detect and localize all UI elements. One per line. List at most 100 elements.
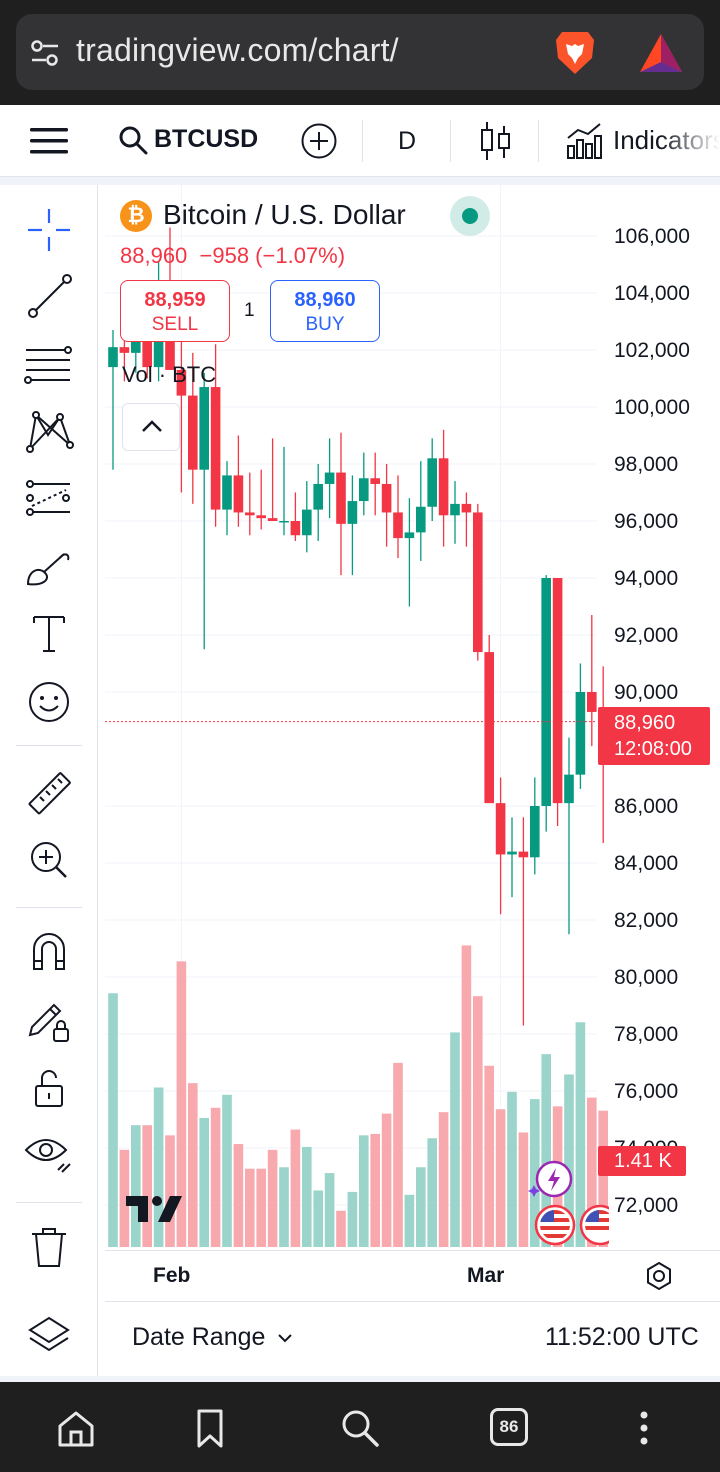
time-label-feb: Feb [153, 1264, 191, 1287]
candle-body [131, 341, 141, 353]
price-tick-label: 104,000 [614, 282, 690, 305]
volume-bar [461, 945, 472, 1247]
market-status-icon[interactable] [450, 196, 490, 236]
home-icon[interactable] [56, 1408, 96, 1448]
delete-icon[interactable] [22, 1220, 76, 1274]
candle-body [359, 478, 369, 502]
time-label-mar: Mar [467, 1264, 505, 1287]
price-tick-label: 100,000 [614, 396, 690, 419]
pattern-icon[interactable] [22, 405, 76, 459]
volume-bar [324, 1173, 335, 1247]
site-settings-icon[interactable] [30, 38, 60, 68]
volume-bar [359, 1135, 369, 1247]
chevron-down-icon[interactable] [276, 1331, 294, 1345]
price-tick-label: 72,000 [614, 1194, 678, 1217]
candle-body [404, 532, 415, 539]
interval-button[interactable]: D [398, 127, 417, 155]
buy-button[interactable]: 88,960 BUY [270, 280, 380, 342]
candle-body [210, 387, 221, 510]
us-flag-event-icon-2[interactable] [579, 1204, 609, 1246]
volume-bar [188, 1083, 198, 1247]
chart-toolbar [0, 105, 720, 177]
emoji-icon[interactable] [22, 675, 76, 729]
brave-rewards-icon[interactable] [636, 30, 686, 76]
price-tick-label: 86,000 [614, 795, 678, 818]
candle-body [450, 503, 460, 516]
sell-button[interactable]: 88,959 SELL [120, 280, 230, 342]
candle-body [347, 501, 358, 524]
price-tick-label: 78,000 [614, 1023, 678, 1046]
indicators-icon[interactable] [566, 122, 602, 160]
layers-icon[interactable] [22, 1308, 76, 1362]
price-tick-label: 102,000 [614, 339, 690, 362]
candle-body [199, 387, 209, 470]
zoom-in-icon[interactable] [22, 833, 76, 887]
menu-icon[interactable] [30, 127, 68, 155]
price-tick-label: 92,000 [614, 624, 678, 647]
crosshair-icon[interactable] [22, 203, 76, 257]
candle-body [438, 458, 449, 516]
search-icon[interactable] [340, 1408, 380, 1448]
volume-bar [450, 1032, 460, 1247]
volume-bar [518, 1132, 529, 1247]
volume-bar [564, 1074, 574, 1247]
candle-body [427, 458, 437, 507]
volume-legend[interactable]: Vol · BTC [122, 362, 217, 387]
price-tick-label: 84,000 [614, 852, 678, 875]
volume-bar [438, 1112, 449, 1247]
volume-bar [541, 1054, 551, 1247]
candle-body [108, 347, 118, 368]
brush-icon[interactable] [22, 540, 76, 594]
collapse-legend-button[interactable] [122, 403, 180, 451]
candle-body [507, 851, 517, 855]
chart-settings-icon[interactable] [644, 1261, 674, 1291]
tabs-button[interactable]: 86 [490, 1408, 528, 1446]
volume-bar [587, 1097, 597, 1247]
text-tool-icon[interactable] [22, 607, 76, 661]
candle-body [587, 692, 597, 712]
lightning-icon[interactable] [528, 1157, 576, 1203]
utc-clock[interactable]: 11:52:00 UTC [545, 1323, 699, 1351]
volume-bar [222, 1094, 232, 1247]
candle-body [518, 851, 529, 858]
candle-type-icon[interactable] [478, 120, 514, 162]
toolbar-gap [0, 177, 720, 185]
us-flag-event-icon[interactable] [534, 1204, 576, 1246]
ruler-icon[interactable] [22, 767, 76, 821]
forecast-icon[interactable] [22, 472, 76, 526]
chart-bottom-bar [105, 1301, 720, 1376]
volume-bar [153, 1087, 164, 1247]
visibility-icon[interactable] [22, 1128, 76, 1182]
candle-body [552, 578, 563, 804]
fib-retracement-icon[interactable] [22, 338, 76, 392]
buy-price: 88,960 [294, 289, 356, 311]
volume-value-label: 1.41 K [598, 1146, 686, 1176]
lock-drawings-icon[interactable] [22, 993, 76, 1047]
symbol-search-icon[interactable] [118, 125, 148, 155]
volume-bar [142, 1125, 152, 1247]
symbol-button[interactable]: BTCUSD [154, 125, 259, 153]
url-text[interactable]: tradingview.com/chart/ [76, 32, 399, 68]
symbol-title[interactable]: Bitcoin / U.S. Dollar [163, 199, 406, 230]
candle-body [393, 512, 403, 539]
volume-bar [233, 1144, 244, 1247]
bookmark-icon[interactable] [190, 1408, 230, 1448]
trend-line-icon[interactable] [22, 270, 76, 324]
volume-bar [381, 1113, 392, 1247]
unlock-icon[interactable] [22, 1062, 76, 1116]
date-range-button[interactable]: Date Range [132, 1323, 266, 1351]
brave-shields-icon[interactable] [552, 28, 598, 78]
more-menu-icon[interactable] [624, 1408, 664, 1448]
nav-gap [0, 1376, 720, 1384]
price-tick-label: 76,000 [614, 1080, 678, 1103]
time-axis[interactable] [105, 1250, 720, 1300]
compare-add-icon[interactable] [300, 122, 338, 160]
candle-body [381, 483, 392, 513]
candle-body [267, 518, 278, 521]
candle-body [530, 806, 540, 858]
price-tick-label: 96,000 [614, 510, 678, 533]
price-tick-label: 94,000 [614, 567, 678, 590]
candle-body [233, 475, 244, 513]
volume-bar [416, 1167, 426, 1247]
magnet-icon[interactable] [22, 925, 76, 979]
